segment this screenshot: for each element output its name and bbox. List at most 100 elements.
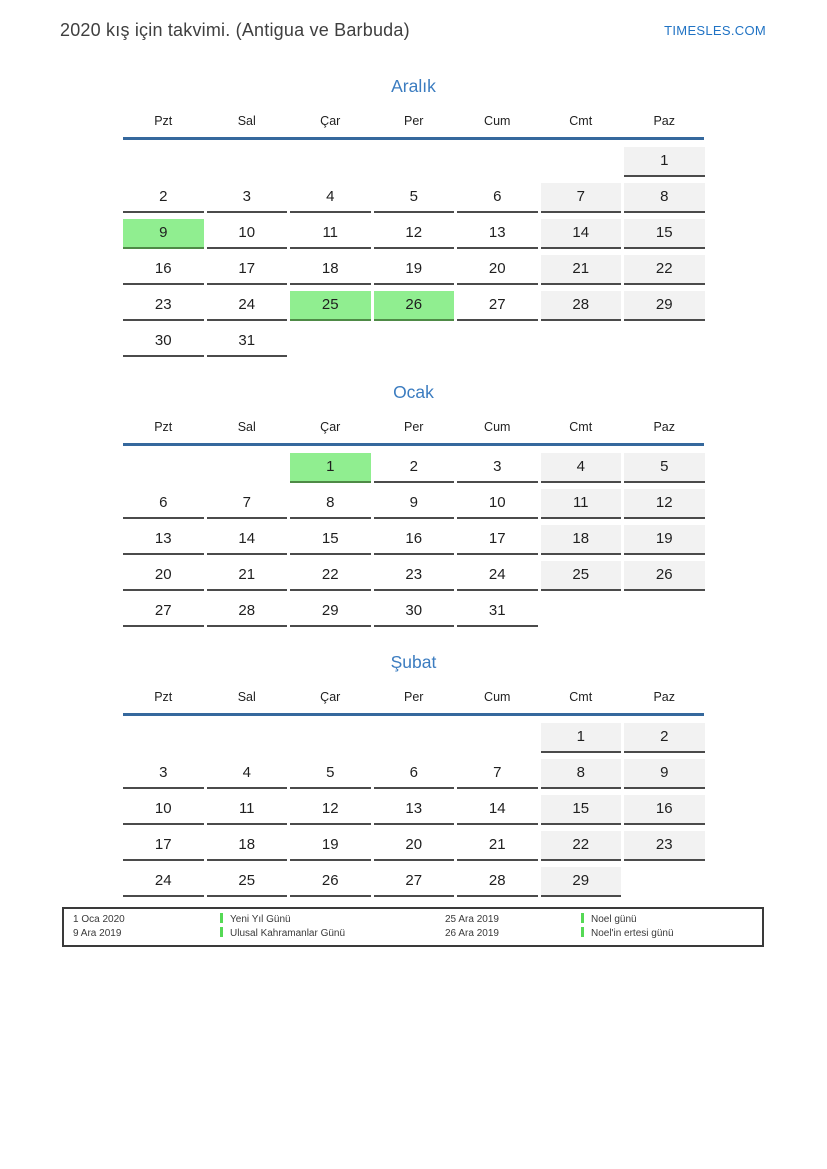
weekday-row: Pzt Sal Çar Per Cum Cmt Paz <box>123 418 704 436</box>
weekday-label: Sal <box>237 690 256 704</box>
day-cell: 8 <box>624 183 705 213</box>
day-cell: 10 <box>123 795 204 825</box>
day-cell: 5 <box>624 453 705 483</box>
day-cell: 19 <box>373 255 454 285</box>
weekday-label: Paz <box>653 690 676 704</box>
legend-entry: Ulusal Kahramanlar Günü <box>220 927 445 940</box>
legend-label: Noel'in ertesi günü <box>591 928 674 939</box>
day-cell: 20 <box>373 831 454 861</box>
day-cell: 5 <box>290 759 371 789</box>
day-cell: 24 <box>457 561 538 591</box>
empty-cell <box>541 327 622 355</box>
day-cell: 30 <box>123 327 204 357</box>
day-cell: 15 <box>290 525 371 555</box>
weekday-rule <box>123 713 704 716</box>
day-cell: 12 <box>624 489 705 519</box>
day-cell: 8 <box>540 759 621 789</box>
day-cell: 13 <box>373 795 454 825</box>
day-cell: 22 <box>290 561 371 591</box>
week-row: 13 14 15 16 17 18 19 <box>123 525 705 555</box>
day-cell: 18 <box>206 831 287 861</box>
empty-cell <box>290 147 371 175</box>
weekday-label: Çar <box>320 420 341 434</box>
day-cell: 26 <box>290 867 371 897</box>
day-cell: 29 <box>540 867 621 897</box>
weekday-row: Pzt Sal Çar Per Cum Cmt Paz <box>123 688 704 706</box>
day-cell: 5 <box>373 183 454 213</box>
day-cell: 25 <box>540 561 621 591</box>
calendar-months: Aralık Pzt Sal Çar Per Cum Cmt Paz 1 2 3 4 5 6 7 8 9 10 11… <box>123 76 705 897</box>
week-row: 6 7 8 9 10 11 12 <box>123 489 705 519</box>
weekday-row: Pzt Sal Çar Per Cum Cmt Paz <box>123 112 704 130</box>
legend-date: 26 Ara 2019 <box>445 928 499 939</box>
weekday-label: Per <box>404 114 424 128</box>
legend-entry: Yeni Yıl Günü <box>220 913 445 926</box>
day-cell: 16 <box>624 795 705 825</box>
month-title: Şubat <box>390 652 437 672</box>
empty-cell <box>123 453 204 481</box>
day-cell: 24 <box>123 867 204 897</box>
day-cell: 13 <box>457 219 538 249</box>
week-row: 30 31 <box>123 327 704 357</box>
week-row: 20 21 22 23 24 25 26 <box>123 561 705 591</box>
week-row: 16 17 18 19 20 21 22 <box>123 255 705 285</box>
week-row: 10 11 12 13 14 15 16 <box>123 795 705 825</box>
day-cell: 23 <box>373 561 454 591</box>
day-cell: 3 <box>206 183 287 213</box>
empty-cell <box>624 327 705 355</box>
week-row: 27 28 29 30 31 <box>123 597 704 627</box>
holiday-marker-icon <box>581 913 584 923</box>
empty-cell <box>457 327 538 355</box>
day-cell: 26 <box>624 561 705 591</box>
day-cell: 29 <box>290 597 371 627</box>
weekday-label: Paz <box>653 420 676 434</box>
day-cell: 31 <box>206 327 287 357</box>
month-title: Aralık <box>391 76 436 96</box>
day-cell: 16 <box>373 525 454 555</box>
day-cell: 19 <box>290 831 371 861</box>
weekday-label: Cmt <box>569 114 593 128</box>
legend-date: 25 Ara 2019 <box>445 914 499 925</box>
day-cell: 16 <box>123 255 204 285</box>
day-cell: 20 <box>457 255 538 285</box>
day-cell: 29 <box>624 291 705 321</box>
day-cell: 27 <box>123 597 204 627</box>
weekday-label: Per <box>404 690 424 704</box>
legend-entry: Noel günü <box>581 913 762 926</box>
weekday-label: Pzt <box>154 690 173 704</box>
legend-entry: Noel'in ertesi günü <box>581 927 762 940</box>
day-cell: 27 <box>373 867 454 897</box>
legend-label: Yeni Yıl Günü <box>230 914 291 925</box>
week-row: 24 25 26 27 28 29 <box>123 867 704 897</box>
month-title: Ocak <box>393 382 434 402</box>
empty-cell <box>123 147 204 175</box>
day-cell: 4 <box>290 183 371 213</box>
weekday-rule <box>123 443 704 446</box>
weekday-label: Pzt <box>154 420 173 434</box>
weekday-label: Cmt <box>569 420 593 434</box>
site-link[interactable]: TIMESLES.COM <box>664 23 766 38</box>
empty-cell <box>290 327 371 355</box>
legend: 1 Oca 2020 Yeni Yıl Günü 25 Ara 2019 Noe… <box>62 907 764 947</box>
empty-cell <box>123 723 204 751</box>
page-title: 2020 kış için takvimi. (Antigua ve Barbu… <box>60 20 410 40</box>
day-cell: 15 <box>540 795 621 825</box>
legend-date: 9 Ara 2019 <box>73 928 122 939</box>
day-cell: 9 <box>123 219 204 249</box>
weekday-label: Cum <box>484 690 511 704</box>
day-cell: 10 <box>206 219 287 249</box>
day-cell: 4 <box>540 453 621 483</box>
empty-cell <box>207 147 288 175</box>
day-cell: 2 <box>373 453 454 483</box>
day-cell: 1 <box>290 453 371 483</box>
legend-label: Ulusal Kahramanlar Günü <box>230 928 346 939</box>
day-cell: 18 <box>540 525 621 555</box>
month-section: Ocak Pzt Sal Çar Per Cum Cmt Paz 1 2 3 4 5 6 7 8 9 10 11 12… <box>123 382 705 627</box>
empty-cell <box>207 453 288 481</box>
day-cell: 4 <box>206 759 287 789</box>
day-cell: 11 <box>290 219 371 249</box>
day-cell: 19 <box>624 525 705 555</box>
day-cell: 25 <box>206 867 287 897</box>
